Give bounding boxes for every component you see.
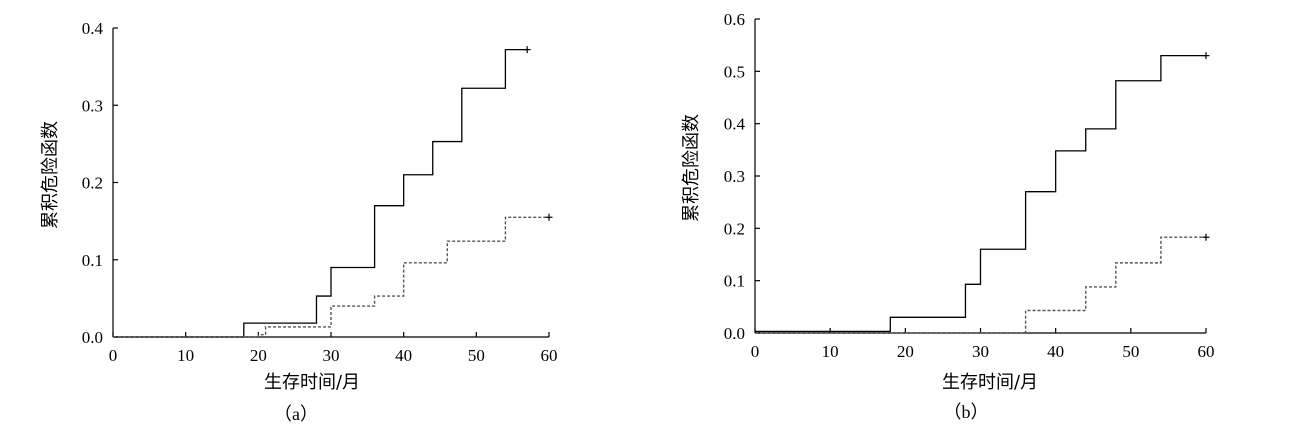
panel-b: 0 10 20 30 40 50 60 0.0 0.1 0.2 0.3 0.4 0.5 0.6 生存时间/月…: [681, 10, 1215, 422]
y-tick-label: 0.4: [82, 19, 104, 38]
panel-label: （a）: [274, 404, 318, 424]
series-solid-line: [113, 48, 528, 338]
panel-a: 0 10 20 30 40 50 60 0.0 0.1 0.2 0.3 0.4 生存时间/月 累积危险函数…: [40, 19, 558, 424]
x-tick-label: 60: [1198, 342, 1215, 361]
x-tick-label: 20: [250, 346, 267, 365]
y-tick-label: 0.3: [82, 96, 103, 115]
x-tick-label: 0: [109, 346, 118, 365]
x-tick-label: 0: [751, 342, 760, 361]
x-tick-label: 60: [541, 346, 558, 365]
x-tick-label: 40: [1047, 342, 1064, 361]
x-tick-label: 30: [972, 342, 989, 361]
y-tick-label: 0.2: [724, 219, 745, 238]
y-tick-label: 0.1: [724, 272, 745, 291]
y-tick-label: 0.3: [724, 167, 745, 186]
x-tick-label: 50: [468, 346, 485, 365]
x-tick-label: 30: [323, 346, 340, 365]
y-tick-label: 0.6: [724, 10, 745, 29]
y-tick-label: 0.0: [724, 324, 745, 343]
series-solid-line: [755, 54, 1206, 333]
y-tick-label: 0.5: [724, 62, 745, 81]
y-tick-label: 0.4: [724, 115, 746, 134]
x-tick-label: 50: [1122, 342, 1139, 361]
y-tick-label: 0.0: [82, 328, 103, 347]
x-tick-label: 20: [897, 342, 914, 361]
y-tick-label: 0.2: [82, 174, 103, 193]
y-tick-label: 0.1: [82, 251, 103, 270]
x-tick-label: 10: [177, 346, 194, 365]
x-axis-title: 生存时间/月: [264, 372, 360, 393]
y-axis-title: 累积危险函数: [40, 121, 61, 229]
x-axis-title: 生存时间/月: [942, 372, 1038, 393]
x-tick-label: 10: [822, 342, 839, 361]
series-dashed-line: [755, 236, 1206, 334]
panel-label: （b）: [944, 402, 989, 422]
y-axis-title: 累积危险函数: [681, 114, 702, 222]
x-tick-label: 40: [395, 346, 412, 365]
series-dashed-line: [113, 216, 549, 338]
